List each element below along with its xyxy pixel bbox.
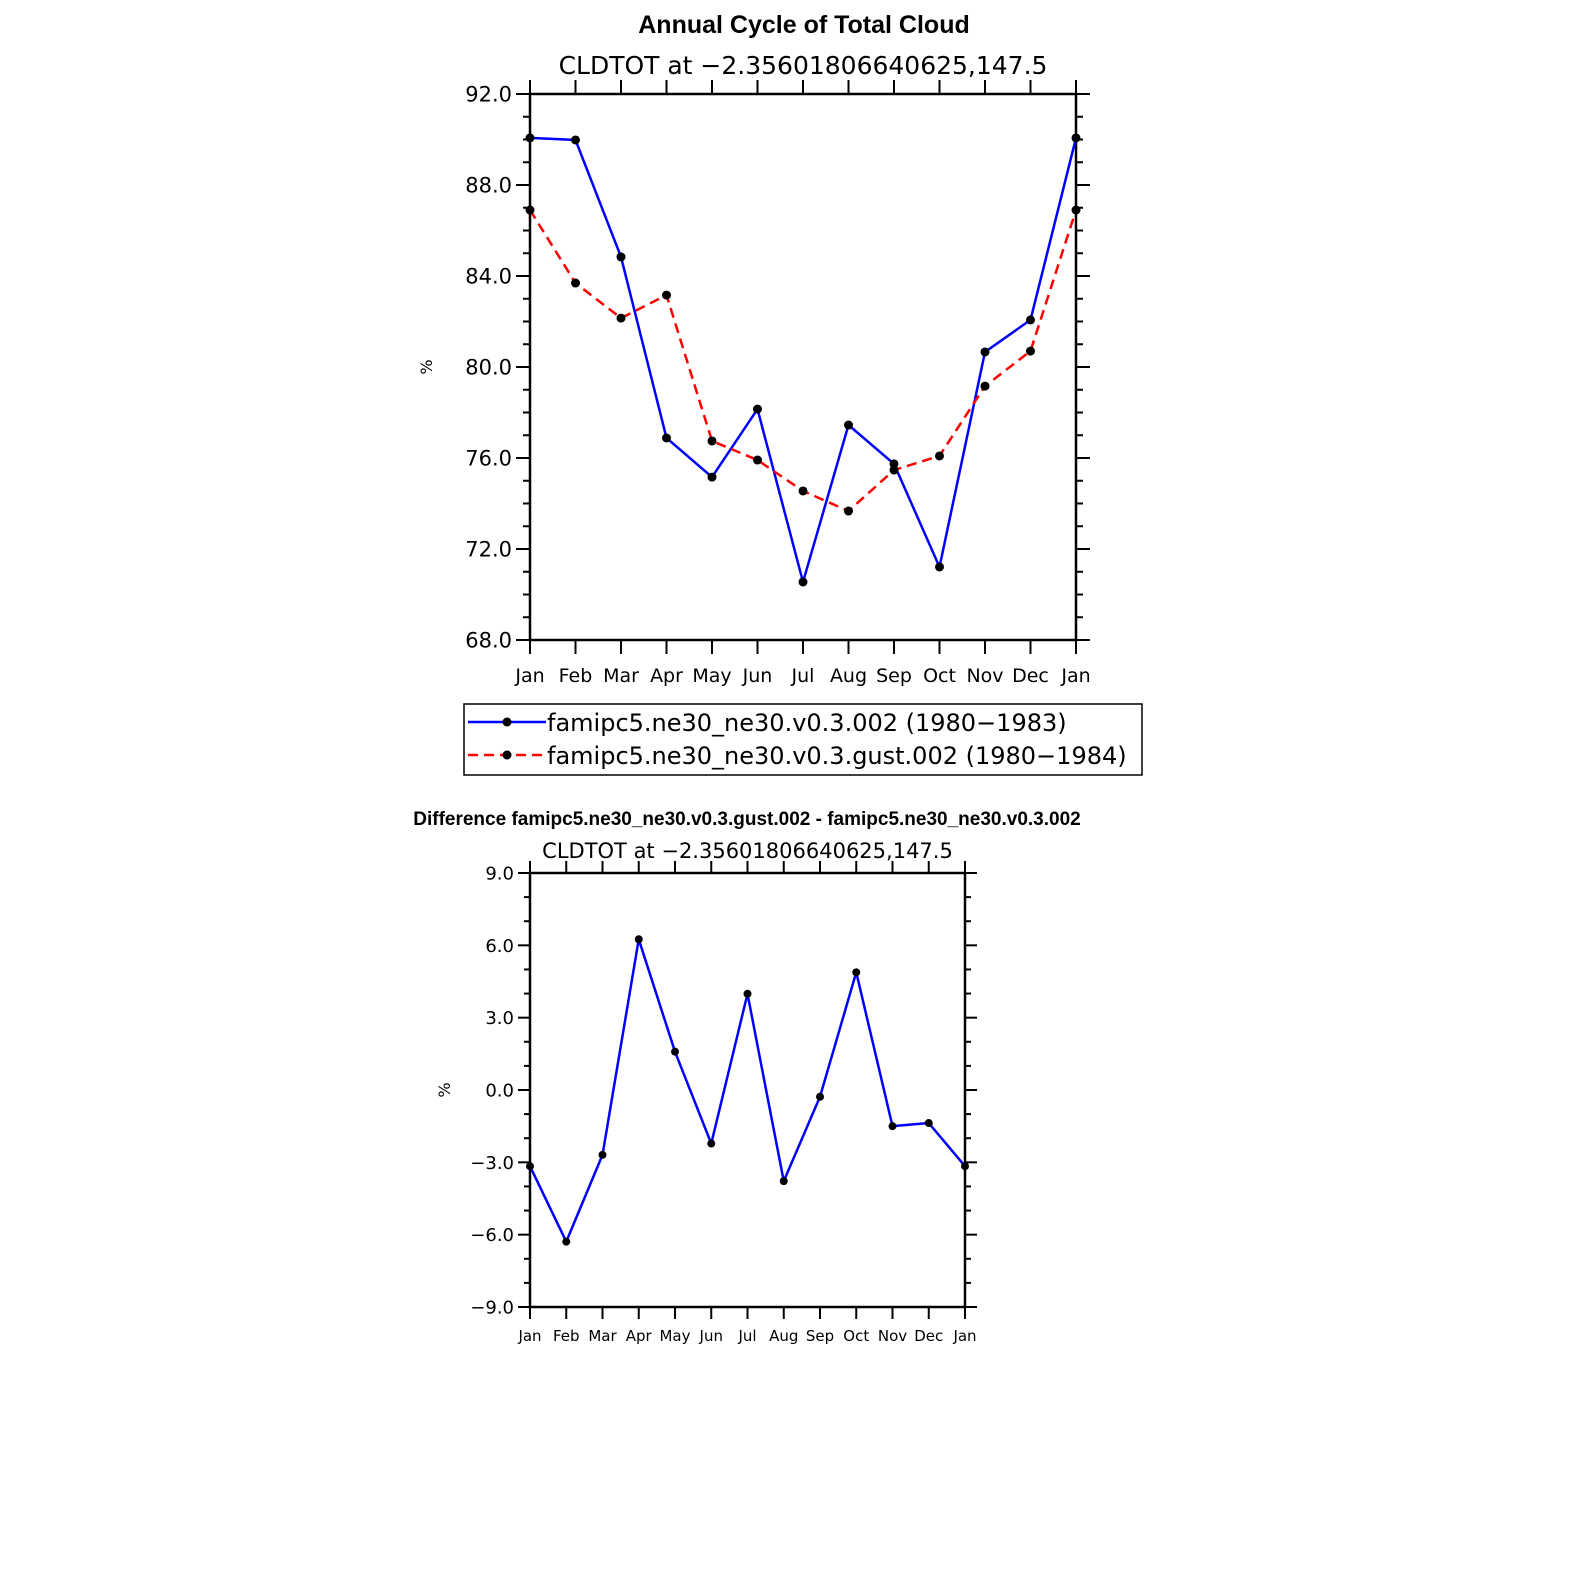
data-point xyxy=(779,1177,788,1186)
chart-subtitle: CLDTOT at −2.35601806640625,147.5 xyxy=(542,839,953,863)
y-tick-label: 88.0 xyxy=(465,174,512,198)
y-tick-label: −3.0 xyxy=(470,1153,514,1174)
x-tick-label: Nov xyxy=(878,1327,907,1345)
data-point xyxy=(924,1119,933,1128)
data-point xyxy=(634,935,643,944)
x-tick-label: Mar xyxy=(603,665,639,687)
data-point xyxy=(798,486,808,496)
x-tick-label: May xyxy=(659,1327,690,1345)
data-point xyxy=(616,252,626,262)
x-tick-label: Sep xyxy=(806,1327,834,1345)
y-tick-label: 6.0 xyxy=(485,936,514,957)
x-tick-label: Aug xyxy=(830,665,867,687)
data-point xyxy=(571,278,580,288)
legend-box xyxy=(463,703,1143,776)
plot-frame xyxy=(528,92,1078,642)
data-point xyxy=(980,347,990,357)
legend-swatch-marker xyxy=(502,750,512,760)
legend: famipc5.ne30_ne30.v0.3.002 (1980−1983) fa… xyxy=(463,703,1143,776)
data-point xyxy=(707,472,717,482)
x-tick-label: Oct xyxy=(923,665,956,687)
y-tick-label: 84.0 xyxy=(465,265,512,289)
legend-swatch-marker xyxy=(502,717,512,727)
chart-title: Annual Cycle of Total Cloud xyxy=(638,11,969,39)
data-point xyxy=(844,506,853,516)
data-point xyxy=(1026,315,1035,325)
y-tick-label: −6.0 xyxy=(470,1225,514,1246)
legend-entry: famipc5.ne30_ne30.v0.3.gust.002 (1980−19… xyxy=(547,742,1127,770)
x-tick-label: Jul xyxy=(737,1327,756,1345)
data-point xyxy=(852,968,861,977)
x-tick-label: May xyxy=(692,665,731,687)
data-point xyxy=(1026,346,1035,356)
x-tick-label: Apr xyxy=(626,1327,653,1345)
data-point xyxy=(525,133,535,143)
x-tick-label: Jan xyxy=(517,1327,541,1345)
series-line-1 xyxy=(529,136,1078,587)
data-point xyxy=(526,1162,534,1171)
y-axis-label: % xyxy=(417,359,436,374)
legend-entry: famipc5.ne30_ne30.v0.3.002 (1980−1983) xyxy=(547,709,1067,737)
x-tick-label: Dec xyxy=(1012,665,1049,687)
y-tick-label: 68.0 xyxy=(465,629,512,653)
data-point xyxy=(888,1122,897,1131)
x-tick-label: Jan xyxy=(514,665,544,687)
x-tick-label: Aug xyxy=(769,1327,798,1345)
data-point xyxy=(707,1139,716,1148)
data-point xyxy=(816,1092,824,1101)
y-tick-label: 80.0 xyxy=(465,356,512,380)
data-point xyxy=(935,562,944,572)
data-point xyxy=(844,420,853,430)
y-tick-label: 76.0 xyxy=(465,447,512,471)
data-point xyxy=(662,290,671,300)
y-tick-label: 3.0 xyxy=(485,1008,514,1029)
data-point xyxy=(798,577,808,587)
data-point xyxy=(616,313,626,323)
data-point xyxy=(525,205,535,215)
y-axis-label: % xyxy=(435,1082,454,1097)
chart-title: Difference famipc5.ne30_ne30.v0.3.gust.0… xyxy=(413,809,1080,830)
data-point xyxy=(743,989,752,998)
x-tick-label: Feb xyxy=(559,665,593,687)
data-point xyxy=(935,451,944,461)
chart-panel-1: Annual Cycle of Total Cloud CLDTOT at −2.… xyxy=(417,11,1143,776)
x-tick-label: Oct xyxy=(843,1327,869,1345)
data-point xyxy=(707,436,717,446)
data-point xyxy=(961,1162,969,1171)
series-line-1 xyxy=(528,938,966,1245)
chart-panel-2: Difference famipc5.ne30_ne30.v0.3.gust.0… xyxy=(413,809,1080,1345)
x-tick-label: Jun xyxy=(742,665,773,687)
x-tick-label: Nov xyxy=(966,665,1003,687)
x-tick-label: Jan xyxy=(952,1327,976,1345)
data-point xyxy=(753,455,762,465)
x-tick-label: Jul xyxy=(791,665,815,687)
data-point xyxy=(598,1150,607,1159)
data-point xyxy=(571,135,580,145)
x-tick-label: Jun xyxy=(699,1327,723,1345)
data-point xyxy=(753,404,762,414)
data-point xyxy=(1071,205,1081,215)
x-tick-label: Dec xyxy=(914,1327,943,1345)
series-line-2 xyxy=(528,209,1078,513)
y-tick-label: 9.0 xyxy=(485,863,514,884)
y-tick-label: 0.0 xyxy=(485,1080,514,1101)
y-tick-label: −9.0 xyxy=(470,1297,514,1318)
data-point xyxy=(980,381,990,391)
data-point xyxy=(671,1047,679,1056)
x-tick-label: Jan xyxy=(1060,665,1090,687)
y-tick-label: 92.0 xyxy=(465,83,512,107)
x-tick-label: Sep xyxy=(876,665,912,687)
y-tick-label: 72.0 xyxy=(465,538,512,562)
x-tick-label: Mar xyxy=(588,1327,617,1345)
x-tick-label: Apr xyxy=(650,665,683,687)
x-tick-label: Feb xyxy=(553,1327,580,1345)
plot-frame xyxy=(528,871,967,1309)
chart-subtitle: CLDTOT at −2.35601806640625,147.5 xyxy=(559,51,1048,80)
data-point xyxy=(1071,133,1081,143)
data-point xyxy=(889,465,899,475)
data-point xyxy=(662,433,671,443)
data-point xyxy=(562,1237,571,1246)
